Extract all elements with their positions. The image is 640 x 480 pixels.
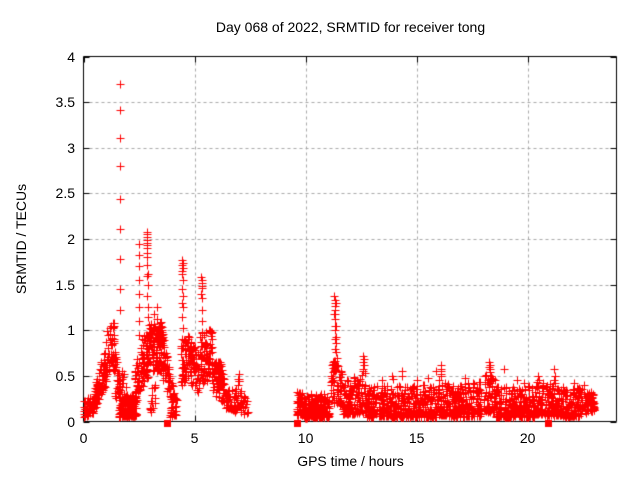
x-tick-label: 15	[408, 430, 425, 446]
x-tick-label: 0	[79, 430, 88, 446]
x-axis-label: GPS time / hours	[297, 453, 404, 469]
y-tick-label: 3	[67, 139, 75, 156]
y-tick-label: 1.5	[55, 276, 75, 293]
y-axis-label: SRMTID / TECUs	[13, 183, 29, 295]
y-tick-label: 2	[67, 231, 75, 247]
x-tick-label: 5	[190, 430, 199, 446]
chart-title: Day 068 of 2022, SRMTID for receiver ton…	[215, 19, 486, 35]
y-tick-label: 0.5	[55, 367, 75, 384]
x-tick-label: 20	[519, 430, 536, 446]
x-tick-label: 10	[297, 430, 314, 446]
y-tick-label: 0	[67, 413, 75, 430]
y-tick-label: 1	[67, 322, 75, 339]
y-tick-label: 4	[67, 48, 75, 65]
y-tick-label: 3.5	[55, 94, 75, 111]
y-tick-label: 2.5	[55, 185, 75, 202]
